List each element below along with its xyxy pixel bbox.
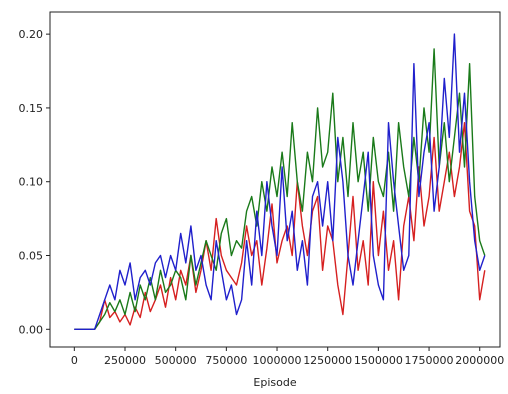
series-line-2 [74, 48, 486, 330]
y-axis-ticks: 0.00 0.05 0.10 0.15 0.20 [19, 28, 50, 336]
series-line-1 [74, 122, 486, 330]
series-group [74, 33, 486, 330]
x-tick-label: 1000000 [253, 354, 302, 367]
x-tick-label: 250000 [104, 354, 146, 367]
y-tick-label: 0.15 [19, 102, 44, 115]
x-tick-label: 2000000 [455, 354, 504, 367]
series-line-3 [74, 33, 486, 330]
x-tick-label: 1500000 [354, 354, 403, 367]
x-tick-label: 500000 [155, 354, 197, 367]
y-tick-label: 0.05 [19, 250, 44, 263]
plot-area [49, 11, 501, 348]
x-tick-label: 1250000 [303, 354, 352, 367]
x-axis-ticks: 0 250000 500000 750000 1000000 1250000 1500000… [71, 347, 504, 367]
x-axis-label: Episode [253, 376, 296, 389]
y-tick-label: 0.10 [19, 176, 44, 189]
y-tick-label: 0.20 [19, 28, 44, 41]
x-tick-label: 0 [71, 354, 78, 367]
plot-frame [49, 11, 501, 348]
y-tick-label: 0.00 [19, 323, 44, 336]
x-tick-label: 750000 [205, 354, 247, 367]
x-tick-label: 1750000 [405, 354, 454, 367]
